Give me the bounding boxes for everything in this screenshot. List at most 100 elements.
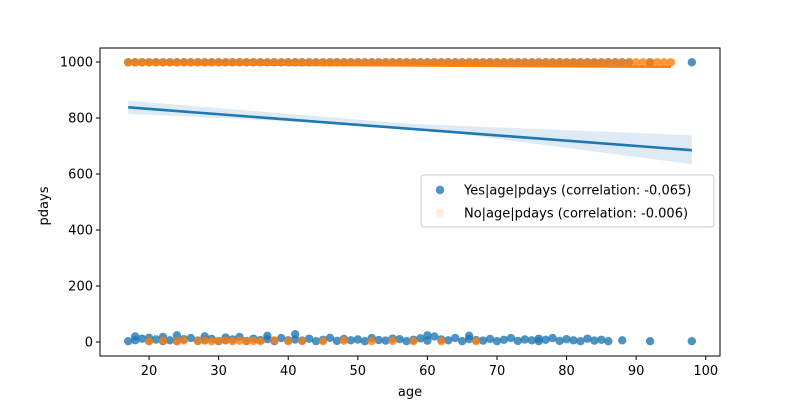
series1-point [520, 58, 530, 67]
y-axis-label: pdays [37, 186, 52, 225]
series0-point [499, 335, 509, 344]
series1-point [193, 336, 202, 346]
series1-point [541, 58, 550, 67]
series1-point [624, 58, 634, 67]
series0-point [332, 336, 342, 346]
y-tick-label: 400 [68, 224, 93, 239]
y-tick-label: 800 [68, 111, 93, 126]
x-tick-label: 70 [489, 364, 506, 379]
plot-content [123, 58, 697, 346]
series1-point [388, 336, 397, 346]
legend: Yes|age|pdays (correlation: -0.065) No|ag… [420, 174, 715, 228]
series1-point [318, 336, 328, 346]
series0-point [151, 335, 161, 344]
series1-point [297, 336, 307, 346]
series1-point [409, 336, 418, 346]
series0-point [506, 333, 516, 343]
series1-point [158, 336, 168, 346]
series1-point [562, 58, 571, 67]
series1-point [506, 58, 516, 67]
series0-point [548, 333, 557, 343]
series0-point [555, 336, 564, 346]
y-tick-label: 600 [68, 167, 93, 182]
series1-point [172, 336, 182, 346]
y-tick-label: 1000 [60, 55, 93, 70]
series0-point [374, 335, 383, 345]
series1-point [207, 336, 216, 346]
series1-point [214, 336, 223, 346]
series0-point [583, 334, 592, 343]
series1-point [548, 58, 557, 67]
series0-point [444, 336, 453, 345]
series1-point [618, 58, 627, 67]
series1-regression-line [128, 62, 671, 69]
series0-point [381, 336, 390, 345]
x-axis-label: age [398, 385, 422, 400]
series1-point [437, 336, 446, 346]
series1-point [242, 336, 251, 346]
legend-label-series0: Yes|age|pdays (correlation: -0.065) [463, 184, 691, 199]
series0-point [569, 336, 578, 345]
series1-point [597, 58, 606, 67]
series1-point [590, 58, 599, 67]
series0-point [430, 332, 439, 341]
series1-point [235, 336, 244, 345]
series1-point [513, 58, 523, 67]
series1-point [256, 336, 265, 346]
series0-point [130, 332, 140, 341]
series0-point [123, 336, 133, 346]
series1-point [569, 58, 578, 67]
series0-point [485, 334, 495, 344]
series1-point [478, 58, 488, 67]
series0-confidence-band [128, 100, 692, 165]
y-tick-label: 0 [85, 336, 93, 351]
series0-point [513, 336, 523, 346]
series0-point [597, 335, 606, 344]
series0-point [346, 336, 356, 345]
series0-point [360, 336, 369, 346]
series0-point [534, 336, 543, 346]
axes-frame [99, 47, 721, 357]
legend-box [420, 174, 715, 228]
series0-point [137, 334, 147, 343]
series0-point [165, 336, 175, 345]
series1-point [471, 58, 481, 67]
series0-regression-line [128, 106, 692, 152]
series1-point [555, 58, 564, 67]
series1-point [527, 58, 536, 67]
series1-point [611, 58, 620, 67]
series1-point [464, 58, 474, 67]
x-tick-label: 100 [693, 364, 718, 379]
y-tick-label: 200 [68, 280, 93, 295]
series1-point [471, 336, 481, 346]
series1-point [367, 336, 376, 346]
series0-point [451, 333, 460, 343]
series0-point [277, 333, 286, 343]
series0-point [311, 336, 321, 346]
series1-point [249, 336, 258, 346]
series1-point [179, 336, 189, 345]
series1-point [221, 336, 230, 345]
series1-point [638, 58, 648, 67]
series0-point [402, 336, 411, 346]
legend-marker-series0 [435, 185, 445, 195]
x-tick-label: 50 [350, 364, 367, 379]
series1-point [534, 58, 543, 67]
series1-point [200, 336, 209, 345]
series0-point [604, 336, 613, 346]
series0-point [457, 336, 467, 346]
x-tick-label: 40 [280, 364, 297, 379]
series0-point [395, 335, 404, 344]
series0-point [304, 334, 314, 343]
series0-point [618, 336, 627, 345]
series0-point [527, 336, 536, 345]
series1-point [645, 58, 655, 67]
series0-point [263, 331, 272, 341]
series0-point [423, 331, 432, 340]
series0-point [576, 336, 585, 346]
legend-label-series1: No|age|pdays (correlation: -0.006) [464, 207, 688, 222]
series1-point [144, 336, 154, 346]
series0-point [325, 333, 335, 343]
